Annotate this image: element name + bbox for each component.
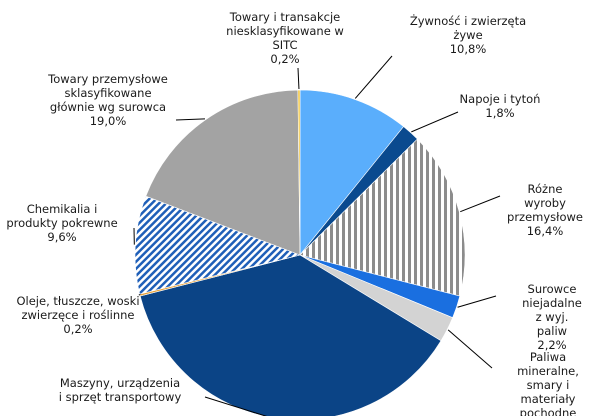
category-name: Żywność i zwierzęta żywe (409, 14, 527, 42)
value-label: 0,2% (63, 322, 93, 336)
category-name: Maszyny, urządzenia i sprzęt transportow… (58, 376, 182, 404)
category-name: Chemikalia i produkty pokrewne (6, 202, 118, 230)
slice-label: Maszyny, urządzenia i sprzęt transportow… (59, 376, 182, 404)
pie-slice (299, 89, 404, 256)
category-name: Paliwa mineralne, smary i materiały poch… (517, 350, 579, 416)
leader-line (175, 118, 205, 121)
value-label: 10,8% (449, 42, 487, 56)
leader-line (297, 67, 300, 90)
value-label: 19,0% (89, 114, 127, 128)
slice-label: Napoje i tytoń 1,8% (460, 92, 541, 120)
category-name: Towary przemysłowe sklasyfikowane główni… (48, 72, 168, 114)
leader-line (447, 329, 493, 369)
pie-slice (145, 89, 301, 256)
category-name: Oleje, tłuszcze, woski zwierzęce i rośli… (16, 294, 140, 322)
value-label: 0,2% (270, 52, 300, 66)
pie-slice (299, 138, 466, 297)
slice-label: Surowce niejadalne z wyj. paliw 2,2% (522, 282, 582, 352)
leader-line (354, 55, 393, 99)
value-label: 2,2% (537, 338, 567, 352)
pie-slice (134, 195, 302, 295)
slice-label: Chemikalia i produkty pokrewne 9,6% (6, 202, 117, 244)
slice-label: Towary przemysłowe sklasyfikowane główni… (48, 72, 168, 128)
leader-line (457, 295, 497, 308)
value-label: 1,8% (485, 106, 515, 120)
slice-label: Różne wyroby przemysłowe 16,4% (507, 182, 583, 238)
value-label: 9,6% (47, 230, 77, 244)
category-name: Napoje i tytoń (459, 92, 541, 106)
pie-slice (297, 89, 301, 256)
category-name: Towary i transakcje niesklasyfikowane w … (226, 10, 344, 52)
slice-label: Oleje, tłuszcze, woski zwierzęce i rośli… (16, 294, 139, 336)
category-name: Surowce niejadalne z wyj. paliw (522, 282, 582, 338)
leader-line (411, 111, 459, 133)
pie-slice (139, 254, 442, 416)
slice-label: Towary i transakcje niesklasyfikowane w … (226, 10, 344, 66)
value-label: 16,4% (526, 224, 564, 238)
leader-line (460, 195, 501, 213)
slice-label: Żywność i zwierzęta żywe 10,8% (410, 14, 526, 56)
leader-line (204, 396, 268, 416)
slice-label: Paliwa mineralne, smary i materiały poch… (517, 350, 580, 416)
category-name: Różne wyroby przemysłowe (507, 182, 583, 224)
